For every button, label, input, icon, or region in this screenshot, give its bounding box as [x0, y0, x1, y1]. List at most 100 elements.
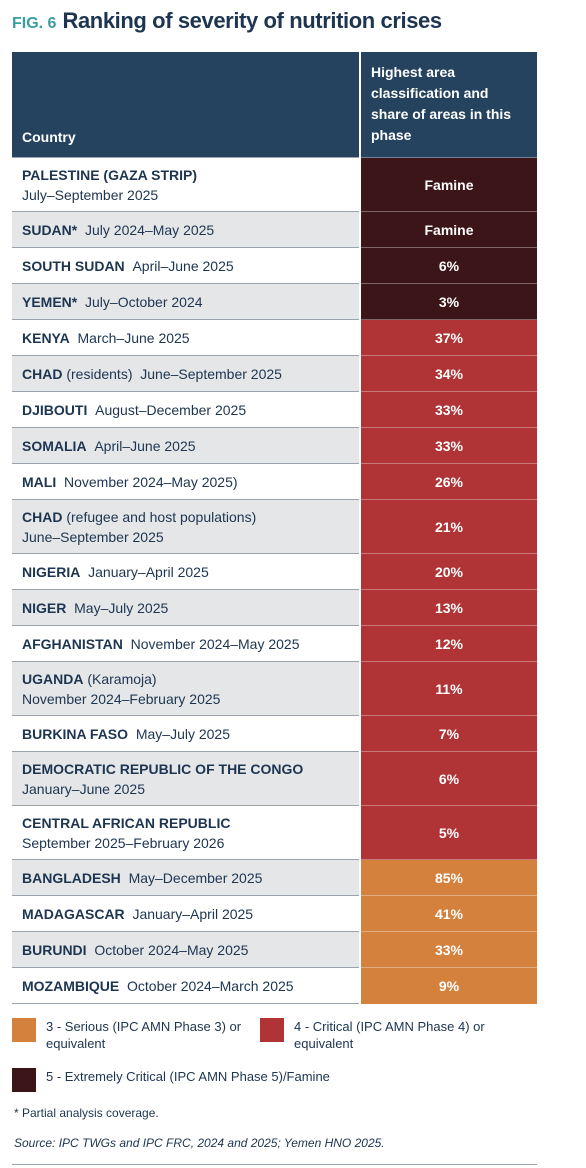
column-header: Country: [12, 52, 361, 158]
country-cell: YEMEN* July–October 2024: [12, 283, 361, 320]
value-cell: 21%: [360, 499, 537, 554]
period: January–April 2025: [132, 905, 254, 922]
country-cell: CHAD (residents) June–September 2025: [12, 355, 361, 392]
country-name: SUDAN*: [22, 221, 78, 238]
period: March–June 2025: [77, 329, 190, 346]
value-cell: 20%: [360, 553, 537, 590]
country-cell: SUDAN* July 2024–May 2025: [12, 211, 361, 248]
value-cell: 7%: [360, 715, 537, 752]
table-row: MOZAMBIQUE October 2024–March 2025 9%: [12, 967, 537, 1004]
legend-item: 5 - Extremely Critical (IPC AMN Phase 5)…: [12, 1068, 412, 1092]
period: November 2024–May 2025: [130, 635, 300, 652]
period: April–June 2025: [94, 437, 196, 454]
legend-label: 5 - Extremely Critical (IPC AMN Phase 5)…: [46, 1069, 330, 1084]
value-cell: 85%: [360, 859, 537, 896]
country-cell: BURUNDI October 2024–May 2025: [12, 931, 361, 968]
value-cell: 37%: [360, 319, 537, 356]
period: April–June 2025: [132, 257, 234, 274]
table-row: DEMOCRATIC REPUBLIC OF THE CONGO January–…: [12, 751, 537, 806]
table-row: YEMEN* July–October 2024 3%: [12, 283, 537, 320]
country-name: MOZAMBIQUE: [22, 977, 120, 994]
country-name: UGANDA: [22, 670, 84, 687]
table-row: MADAGASCAR January–April 2025 41%: [12, 895, 537, 932]
country-name: NIGERIA: [22, 563, 81, 580]
table-row: PALESTINE (GAZA STRIP) July–September 202…: [12, 157, 537, 212]
legend-swatch: [260, 1018, 284, 1042]
table-row: DJIBOUTI August–December 2025 33%: [12, 391, 537, 428]
country-cell: MADAGASCAR January–April 2025: [12, 895, 361, 932]
table-row: SOUTH SUDAN April–June 2025 6%: [12, 247, 537, 284]
country-name: BANGLADESH: [22, 869, 121, 886]
value-cell: 13%: [360, 589, 537, 626]
source: Source: IPC TWGs and IPC FRC, 2024 and 2…: [14, 1136, 385, 1150]
country-cell: UGANDA (Karamoja) November 2024–February …: [12, 661, 361, 716]
country-cell: NIGERIA January–April 2025: [12, 553, 361, 590]
value-cell: 6%: [360, 247, 537, 284]
value-cell: 3%: [360, 283, 537, 320]
footnote: * Partial analysis coverage.: [14, 1106, 159, 1120]
country-note: (Karamoja): [87, 670, 157, 687]
country-cell: BANGLADESH May–December 2025: [12, 859, 361, 896]
period: January–June 2025: [22, 780, 145, 797]
country-cell: KENYA March–June 2025: [12, 319, 361, 356]
title-bar: FIG. 6 Ranking of severity of nutrition c…: [12, 8, 442, 34]
country-cell: SOMALIA April–June 2025: [12, 427, 361, 464]
period: May–July 2025: [135, 725, 230, 742]
country-name: CENTRAL AFRICAN REPUBLIC: [22, 814, 231, 831]
period: July 2024–May 2025: [85, 221, 215, 238]
country-name: NIGER: [22, 599, 67, 616]
country-cell: CENTRAL AFRICAN REPUBLIC September 2025–F…: [12, 805, 361, 860]
rule: [12, 1164, 537, 1165]
value-cell: 33%: [360, 931, 537, 968]
table-row: NIGER May–July 2025 13%: [12, 589, 537, 626]
period: November 2024–May 2025): [64, 473, 238, 490]
value-cell: 11%: [360, 661, 537, 716]
country-name: DJIBOUTI: [22, 401, 88, 418]
country-cell: MOZAMBIQUE October 2024–March 2025: [12, 967, 361, 1004]
period: July–October 2024: [85, 293, 203, 310]
country-cell: SOUTH SUDAN April–June 2025: [12, 247, 361, 284]
country-note: (refugee and host populations): [66, 508, 257, 525]
value-cell: 41%: [360, 895, 537, 932]
country-cell: AFGHANISTAN November 2024–May 2025: [12, 625, 361, 662]
table-row: BURUNDI October 2024–May 2025 33%: [12, 931, 537, 968]
period: September 2025–February 2026: [22, 834, 225, 851]
value-cell: Famine: [360, 211, 537, 248]
country-name: BURUNDI: [22, 941, 87, 958]
table-row: BANGLADESH May–December 2025 85%: [12, 859, 537, 896]
header-row: Country Highest area classification and …: [12, 52, 537, 158]
legend-item: 3 - Serious (IPC AMN Phase 3) or equival…: [12, 1018, 242, 1052]
table-row: CHAD (refugee and host populations) June–…: [12, 499, 537, 554]
country-name: MALI: [22, 473, 57, 490]
country-name: CHAD: [22, 365, 63, 382]
period: June–September 2025: [140, 365, 282, 382]
title: Ranking of severity of nutrition crises: [62, 8, 442, 33]
value-cell: 9%: [360, 967, 537, 1004]
legend-label: 3 - Serious (IPC AMN Phase 3) or equival…: [46, 1019, 242, 1051]
value-cell: 26%: [360, 463, 537, 500]
country-name: SOUTH SUDAN: [22, 257, 125, 274]
value-cell: 6%: [360, 751, 537, 806]
country-cell: MALI November 2024–May 2025): [12, 463, 361, 500]
table-row: SOMALIA April–June 2025 33%: [12, 427, 537, 464]
period: July–September 2025: [22, 186, 159, 203]
period: May–July 2025: [74, 599, 169, 616]
country-cell: DJIBOUTI August–December 2025: [12, 391, 361, 428]
country-cell: CHAD (refugee and host populations) June–…: [12, 499, 361, 554]
table-row: UGANDA (Karamoja) November 2024–February …: [12, 661, 537, 716]
value-cell: 5%: [360, 805, 537, 860]
period: May–December 2025: [128, 869, 263, 886]
figure-label: FIG. 6: [12, 15, 57, 32]
period: October 2024–May 2025: [94, 941, 249, 958]
value-cell: Famine: [360, 157, 537, 212]
period: June–September 2025: [22, 528, 164, 545]
country-cell: BURKINA FASO May–July 2025: [12, 715, 361, 752]
country-name: CHAD: [22, 508, 63, 525]
table-row: KENYA March–June 2025 37%: [12, 319, 537, 356]
country-name: MADAGASCAR: [22, 905, 125, 922]
country-name: YEMEN*: [22, 293, 78, 310]
country-cell: NIGER May–July 2025: [12, 589, 361, 626]
table-row: SUDAN* July 2024–May 2025 Famine: [12, 211, 537, 248]
country-name: PALESTINE (GAZA STRIP): [22, 166, 197, 183]
